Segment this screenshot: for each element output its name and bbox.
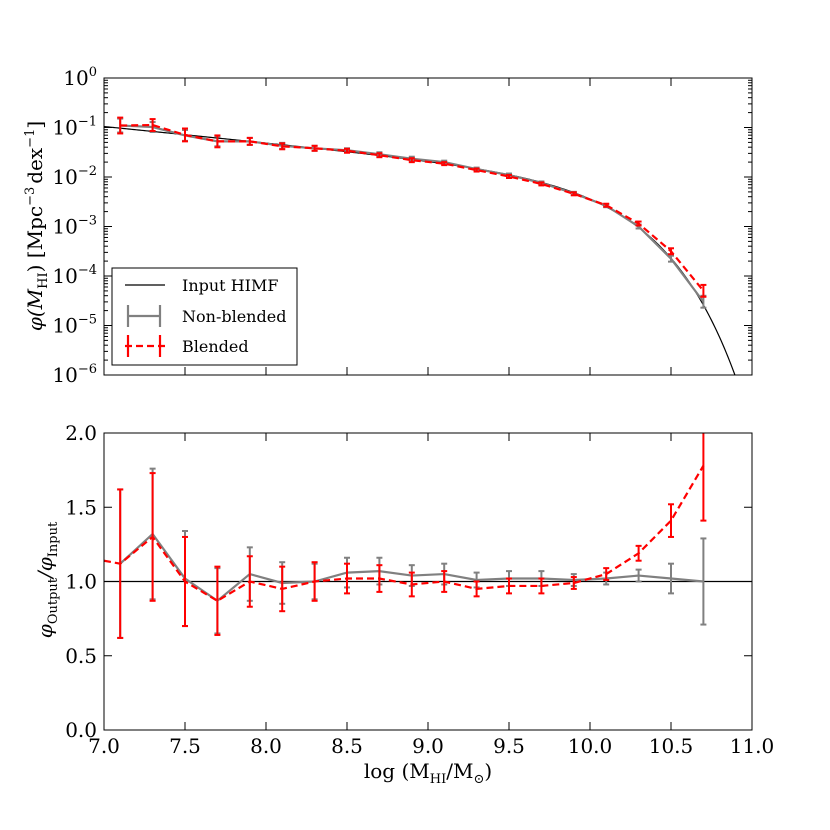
top-blended-line xyxy=(120,123,705,292)
bottom-non-blended-errorbar xyxy=(668,562,674,595)
bottom-y-tick-label: 0.5 xyxy=(65,644,97,668)
legend: Input HIMF Non-blended Blended xyxy=(111,267,298,366)
bottom-non-blended-errorbar xyxy=(700,537,707,626)
bottom-blended-errorbar xyxy=(182,535,188,628)
legend-entry-blended: Blended xyxy=(125,335,249,357)
x-tick-label: 7.5 xyxy=(169,734,201,758)
bottom-blended-errorbar xyxy=(668,503,674,538)
bottom-y-tick-label: 2.0 xyxy=(65,421,97,445)
top-blended-errorbar xyxy=(603,202,610,208)
top-blended-errorbar xyxy=(376,152,383,159)
legend-label-non-blended: Non-blended xyxy=(182,307,286,326)
top-blended-errorbar xyxy=(149,118,156,132)
legend-label-input-himf: Input HIMF xyxy=(182,276,278,295)
top-blended-errorbar xyxy=(668,247,674,256)
bottom-blended-errorbar xyxy=(538,577,545,595)
legend-entry-input-himf: Input HIMF xyxy=(125,276,278,295)
legend-entry-non-blended: Non-blended xyxy=(126,305,286,327)
bottom-blended-errorbar xyxy=(149,472,156,602)
top-blended-errorbar xyxy=(570,191,577,197)
top-panel: 100 10−1 10−2 10−3 10−4 10−5 10−6 φ(MHI) [Mpc−… xyxy=(23,65,753,387)
x-tick-label: 10.0 xyxy=(568,734,613,758)
bottom-blended-errorbar xyxy=(635,544,642,562)
bottom-y-axis-label: φOutput/φInput xyxy=(33,521,61,638)
top-blended-errorbar xyxy=(408,157,415,164)
top-blended-errorbar xyxy=(214,134,221,149)
top-non-blended-errorbar xyxy=(668,254,674,263)
top-blended-errorbar xyxy=(182,127,188,143)
top-blended-errorbar xyxy=(538,181,545,187)
bottom-blended-errorbar xyxy=(279,565,286,613)
x-tick-label: 9.5 xyxy=(493,734,525,758)
bottom-panel: 0.0 0.5 1.0 1.5 2.0 7.0 7.5 8.0 8.5 9.0 9.5 10.0 10.… xyxy=(33,421,775,787)
bottom-blended-errorbar xyxy=(506,577,512,595)
top-y-tick-label: 10−5 xyxy=(52,313,97,338)
bottom-blended-errorbar xyxy=(376,564,383,593)
top-blended-errorbar xyxy=(246,136,253,146)
top-y-tick-label: 10−1 xyxy=(52,115,97,140)
x-tick-label: 11.0 xyxy=(730,734,775,758)
bottom-blended-errorbar xyxy=(408,571,415,598)
bottom-blended-errorbar xyxy=(344,562,350,595)
bottom-blended-errorbar xyxy=(603,567,610,582)
top-y-tick-label: 10−3 xyxy=(52,214,97,239)
bottom-blended-errorbar xyxy=(570,576,577,590)
bottom-blended-errorbar xyxy=(117,488,124,639)
bottom-blended-errorbar xyxy=(311,561,318,602)
top-blended-errorbar xyxy=(344,147,350,154)
x-tick-label: 10.5 xyxy=(649,734,694,758)
top-y-tick-label: 10−4 xyxy=(52,263,97,288)
top-y-tick-label: 10−6 xyxy=(52,362,97,387)
top-blended-errorbar xyxy=(700,283,707,298)
top-blended-errorbar xyxy=(117,116,124,135)
bottom-y-tick-label: 0.0 xyxy=(65,718,97,742)
top-y-tick-label: 100 xyxy=(63,65,97,90)
top-y-axis-label: φ(MHI) [Mpc−3dex−1] xyxy=(23,121,51,331)
x-tick-label: 9.0 xyxy=(412,734,444,758)
bottom-blended-errorbar xyxy=(700,433,707,522)
bottom-y-tick-label: 1.5 xyxy=(65,495,97,519)
top-blended-errorbar xyxy=(635,220,642,227)
top-blended-errorbar xyxy=(311,144,318,152)
bottom-non-blended-errorbar xyxy=(635,568,642,583)
bottom-blended-line xyxy=(104,465,705,603)
x-tick-label: 7.0 xyxy=(88,734,120,758)
bottom-y-tick-label: 1.0 xyxy=(65,570,97,594)
x-axis-label: log (MHI/M⊙) xyxy=(364,759,492,787)
bottom-blended-errorbar xyxy=(473,580,480,598)
top-y-tick-label: 10−2 xyxy=(52,164,97,189)
top-blended-errorbar xyxy=(473,167,480,173)
legend-label-blended: Blended xyxy=(182,337,249,356)
top-blended-errorbar xyxy=(506,174,512,179)
bottom-blended-errorbar xyxy=(246,555,253,608)
bottom-blended-errorbar xyxy=(214,565,221,636)
bottom-blended-errorbar xyxy=(441,570,448,593)
x-tick-label: 8.0 xyxy=(250,734,282,758)
top-blended-errorbar xyxy=(441,161,448,167)
top-blended-errorbar xyxy=(279,142,286,151)
x-tick-label: 8.5 xyxy=(331,734,363,758)
